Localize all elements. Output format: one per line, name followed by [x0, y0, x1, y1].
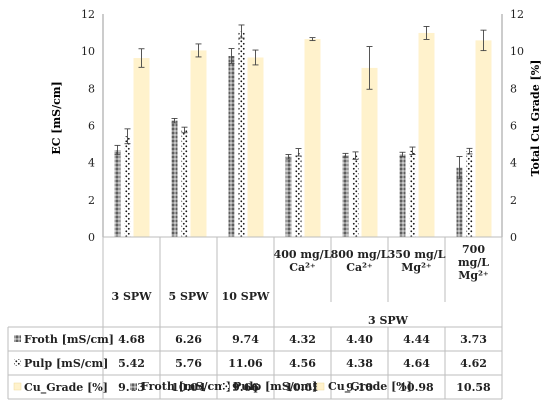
y-tick-label: 12 [81, 8, 95, 21]
pulp-bar [124, 136, 131, 237]
cu-grade-bar [133, 58, 150, 238]
data-label: 10.04 [171, 381, 206, 394]
legend-label: Pulp [mS/cm] [233, 380, 317, 393]
y-tick-label: 10 [81, 45, 95, 58]
cu-grade-bar [361, 67, 378, 238]
y2-tick-label: 12 [510, 8, 524, 21]
category-label: 5 SPW [168, 290, 209, 303]
data-label: 5.76 [175, 357, 202, 370]
legend-label: Froth [mS/cm] [141, 380, 231, 393]
category-label: Mg²⁺ [458, 269, 489, 282]
froth-bar [228, 55, 235, 237]
y2-tick-label: 2 [510, 194, 517, 207]
froth-bar [456, 167, 463, 237]
data-label: 9.66 [232, 381, 259, 394]
data-label: 10.58 [456, 381, 491, 394]
data-label: 9.74 [232, 333, 259, 346]
data-label: 4.68 [118, 333, 145, 346]
row-header: Pulp [mS/cm] [24, 357, 108, 370]
y2-tick-label: 0 [510, 231, 517, 244]
data-label: 3.73 [460, 333, 487, 346]
pulp-bar [181, 129, 188, 237]
row-key-icon [14, 335, 21, 342]
froth-bar [171, 120, 178, 237]
data-label: 10.65 [285, 381, 319, 394]
data-label: 4.32 [289, 333, 316, 346]
y-axis-left: 0 2 4 6 8 10 12 [81, 8, 104, 244]
y2-tick-label: 8 [510, 82, 517, 95]
category-label: Ca²⁺ [289, 261, 316, 274]
cu-grade-bar [418, 32, 435, 237]
y2-tick-label: 6 [510, 120, 517, 133]
pulp-bar [295, 152, 302, 237]
data-label: 4.38 [346, 357, 373, 370]
y-tick-label: 6 [88, 120, 95, 133]
row-key-icon [13, 382, 22, 391]
cu-grade-bar [190, 50, 207, 237]
cu-grade-bar [475, 40, 492, 237]
y-axis-label: EC [mS/cm] [50, 81, 63, 154]
cu-grade-bar [304, 39, 321, 238]
data-label: 4.64 [403, 357, 430, 370]
froth-bar [342, 155, 349, 237]
froth-bar [114, 150, 121, 237]
cu-grade-legend-icon [316, 382, 325, 391]
row-header: Froth [mS/cm] [24, 333, 114, 346]
y-axis-right: 0 2 4 6 8 10 12 [501, 8, 524, 244]
legend-label: Cu_Grade [%] [328, 380, 412, 394]
y2-tick-label: 4 [510, 157, 517, 170]
y-tick-label: 8 [88, 82, 95, 95]
froth-legend-icon [130, 383, 137, 390]
category-label: 400 mg/L [274, 248, 332, 261]
y-tick-label: 2 [88, 194, 95, 207]
cu-grade-bar [247, 57, 264, 237]
category-label: mg/L [458, 256, 489, 269]
data-label: 4.40 [346, 333, 373, 346]
category-group-label: 3 SPW [368, 314, 409, 327]
data-label: 6.26 [175, 333, 202, 346]
category-label: Mg²⁺ [401, 261, 432, 274]
pulp-bar [352, 155, 359, 237]
data-label: 4.44 [403, 333, 430, 346]
legend: Froth [mS/cm] Pulp [mS/cm] Cu_Grade [%] [130, 380, 412, 394]
y2-tick-label: 10 [510, 45, 524, 58]
error-bars [114, 24, 487, 180]
pulp-bar [238, 31, 245, 237]
category-label: 3 SPW [111, 290, 152, 303]
y2-axis-label: Total Cu Grade [%] [529, 60, 542, 177]
category-label: 800 mg/L [331, 248, 389, 261]
data-label: 4.56 [289, 357, 316, 370]
y-tick-label: 4 [88, 157, 95, 170]
y-tick-label: 0 [88, 231, 95, 244]
category-label: 350 mg/L [388, 248, 446, 261]
row-key-icon [14, 359, 21, 366]
category-label: 700 [462, 243, 485, 256]
data-label: 4.62 [460, 357, 487, 370]
category-label: 10 SPW [222, 290, 270, 303]
data-label: 5.42 [118, 357, 145, 370]
data-label: 9.10 [346, 381, 373, 394]
froth-bar [399, 154, 406, 237]
pulp-legend-icon [222, 383, 229, 390]
froth-bar [285, 156, 292, 237]
bars [114, 31, 492, 238]
category-label: Ca²⁺ [346, 261, 373, 274]
data-label: 11.06 [228, 357, 263, 370]
data-label: 10.98 [399, 381, 434, 394]
row-header: Cu_Grade [%] [24, 381, 108, 395]
pulp-bar [409, 150, 416, 237]
pulp-bar [466, 151, 473, 237]
